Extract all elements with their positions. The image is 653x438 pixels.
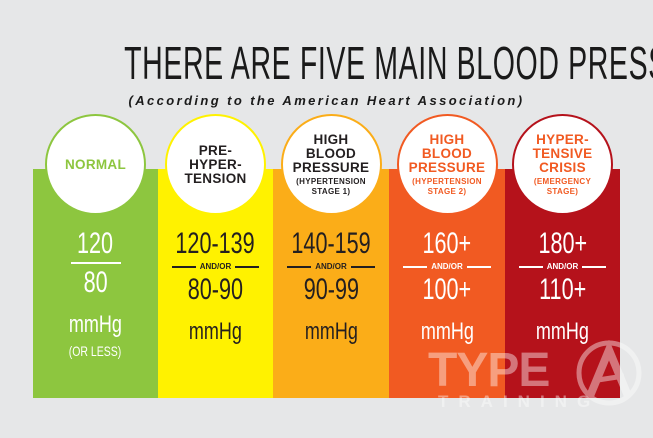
range-values: 120 80 mmHg (OR LESS) (33, 228, 158, 361)
systolic-value: 180+ (538, 227, 587, 260)
range-values: 180+ AND/OR 110+ mmHg (505, 228, 620, 346)
systolic-value: 120-139 (175, 227, 256, 260)
fraction-line (70, 262, 121, 264)
page-subtitle: (According to the American Heart Associa… (128, 93, 525, 108)
diastolic-value: 90-99 (303, 273, 359, 306)
category-badge: NORMAL (45, 114, 146, 215)
category-subtitle: (EMERGENCY STAGE) (533, 176, 592, 196)
category-name: NORMAL (64, 156, 127, 172)
connector-label: AND/OR (546, 262, 579, 271)
category-badge: HIGH BLOOD PRESSURE (HYPERTENSION STAGE 1… (280, 114, 382, 215)
and-or-connector: AND/OR (158, 261, 273, 272)
connector-label: AND/OR (431, 262, 463, 271)
diastolic-value: 110+ (538, 273, 587, 306)
diastolic-value: 80 (83, 266, 108, 299)
unit-label: mmHg (535, 318, 589, 345)
circle-a-logo-icon (576, 339, 642, 406)
systolic-value: 120 (77, 227, 114, 260)
range-values: 120-139 AND/OR 80-90 mmHg (158, 228, 273, 346)
category-name: HYPER- TENSIVE CRISIS (532, 131, 593, 175)
and-or-connector: AND/OR (505, 261, 620, 272)
connector-label: AND/OR (315, 262, 347, 271)
category-name: PRE- HYPER- TENSION (184, 142, 247, 186)
diastolic-value: 80-90 (187, 273, 244, 306)
category-badge: HYPER- TENSIVE CRISIS (EMERGENCY STAGE) (512, 114, 613, 215)
unit-label: mmHg (188, 318, 242, 345)
unit-label: mmHg (68, 311, 122, 338)
category-subtitle: (HYPERTENSION STAGE 1) (296, 176, 366, 196)
category-badge: PRE- HYPER- TENSION (165, 114, 266, 215)
and-or-connector: AND/OR (273, 261, 389, 272)
diastolic-value: 100+ (422, 273, 472, 306)
watermark-type: TYPE (428, 344, 550, 397)
watermark-training: TRAINING (438, 392, 601, 411)
category-name: HIGH BLOOD PRESSURE (408, 131, 486, 175)
range-values: 140-159 AND/OR 90-99 mmHg (273, 228, 389, 346)
and-or-connector: AND/OR (389, 261, 505, 272)
category-subtitle: (HYPERTENSION STAGE 2) (412, 176, 482, 196)
range-values: 160+ AND/OR 100+ mmHg (389, 228, 505, 346)
unit-label: mmHg (420, 318, 474, 345)
systolic-value: 160+ (422, 227, 472, 260)
unit-label: mmHg (304, 318, 358, 345)
connector-label: AND/OR (199, 262, 232, 271)
page-title: THERE ARE FIVE MAIN BLOOD PRESSURE RANGE… (124, 37, 653, 89)
category-badge: HIGH BLOOD PRESSURE (HYPERTENSION STAGE 2… (396, 114, 498, 215)
note-label: (OR LESS) (69, 343, 122, 359)
category-name: HIGH BLOOD PRESSURE (292, 131, 370, 175)
systolic-value: 140-159 (291, 227, 371, 260)
